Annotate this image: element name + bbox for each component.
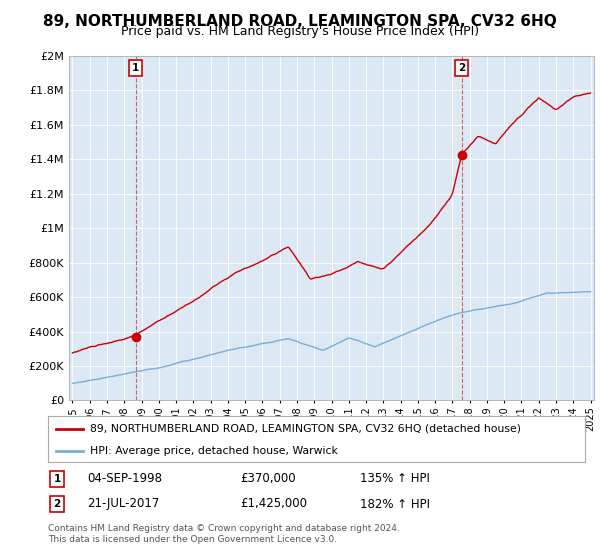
Text: 04-SEP-1998: 04-SEP-1998 [87,472,162,486]
Text: 1: 1 [53,474,61,484]
Text: 21-JUL-2017: 21-JUL-2017 [87,497,160,511]
Text: 1: 1 [132,63,139,73]
Text: 89, NORTHUMBERLAND ROAD, LEAMINGTON SPA, CV32 6HQ (detached house): 89, NORTHUMBERLAND ROAD, LEAMINGTON SPA,… [90,424,521,434]
Text: 2: 2 [458,63,466,73]
Text: £1,425,000: £1,425,000 [240,497,307,511]
Text: 2: 2 [53,499,61,509]
Text: Contains HM Land Registry data © Crown copyright and database right 2024.: Contains HM Land Registry data © Crown c… [48,524,400,533]
Text: This data is licensed under the Open Government Licence v3.0.: This data is licensed under the Open Gov… [48,535,337,544]
Text: 182% ↑ HPI: 182% ↑ HPI [360,497,430,511]
Text: HPI: Average price, detached house, Warwick: HPI: Average price, detached house, Warw… [90,446,338,455]
Text: 89, NORTHUMBERLAND ROAD, LEAMINGTON SPA, CV32 6HQ: 89, NORTHUMBERLAND ROAD, LEAMINGTON SPA,… [43,14,557,29]
Text: 135% ↑ HPI: 135% ↑ HPI [360,472,430,486]
Text: £370,000: £370,000 [240,472,296,486]
Text: Price paid vs. HM Land Registry's House Price Index (HPI): Price paid vs. HM Land Registry's House … [121,25,479,38]
